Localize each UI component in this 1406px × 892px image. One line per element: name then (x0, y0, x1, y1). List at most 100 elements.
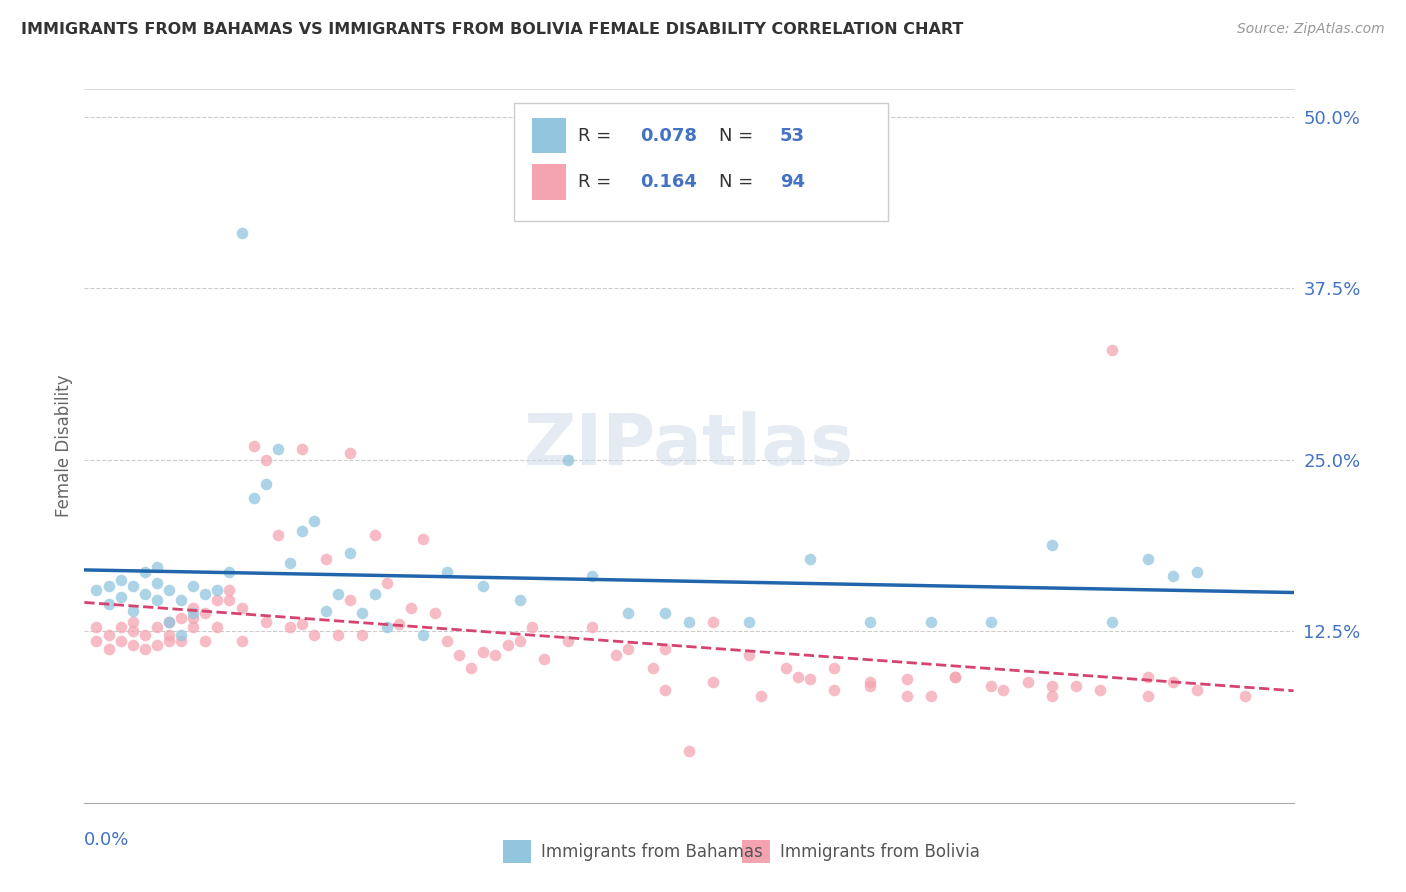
Point (207, 592, 229, 607)
Point (920, 615, 942, 629)
Point (533, 651, 555, 665)
Point (617, 607, 640, 621)
Point (278, 620, 301, 634)
Point (799, 551, 821, 566)
Point (375, 576, 398, 591)
Point (291, 617, 314, 632)
Point (146, 576, 169, 591)
Text: Immigrants from Bolivia: Immigrants from Bolivia (780, 843, 980, 861)
Point (110, 590, 132, 604)
Point (412, 628, 434, 642)
Point (194, 607, 217, 621)
Point (170, 610, 193, 624)
Point (254, 615, 277, 629)
Point (1040, 679, 1063, 693)
Point (557, 633, 579, 648)
Point (617, 642, 640, 657)
Point (738, 648, 761, 662)
Point (1040, 689, 1063, 703)
Point (1101, 343, 1123, 357)
Point (302, 628, 325, 642)
Point (859, 615, 882, 629)
Point (423, 607, 446, 621)
Point (170, 592, 193, 607)
Point (496, 638, 519, 652)
Point (157, 615, 180, 629)
Point (738, 615, 761, 629)
Point (943, 669, 966, 683)
Point (980, 615, 1002, 629)
Point (520, 620, 543, 634)
Point (194, 633, 217, 648)
Point (1161, 569, 1184, 583)
Point (254, 477, 277, 491)
Point (121, 615, 143, 629)
Point (352, 628, 374, 642)
Point (654, 683, 676, 698)
Point (218, 566, 240, 580)
Point (242, 439, 264, 453)
Point (181, 610, 204, 624)
Point (267, 442, 290, 456)
Point (1137, 669, 1160, 683)
Point (134, 566, 156, 580)
Point (181, 579, 204, 593)
Point (1088, 683, 1111, 698)
Point (170, 628, 193, 642)
Point (146, 559, 169, 574)
Point (654, 642, 676, 657)
Point (363, 528, 385, 542)
Point (1137, 551, 1160, 566)
Point (339, 592, 361, 607)
Point (702, 615, 724, 629)
Point (702, 675, 724, 690)
Point (339, 546, 361, 560)
Point (859, 679, 882, 693)
Point (654, 607, 676, 621)
Point (97, 642, 120, 657)
Point (375, 620, 398, 634)
Point (823, 683, 845, 698)
Point (110, 633, 132, 648)
Point (641, 661, 664, 675)
Point (786, 669, 808, 683)
Point (509, 592, 531, 607)
Text: ZIPatlas: ZIPatlas (524, 411, 853, 481)
Point (412, 533, 434, 547)
Text: 0.164: 0.164 (641, 173, 697, 191)
Point (484, 648, 506, 662)
Text: 53: 53 (780, 127, 804, 145)
Point (231, 633, 253, 648)
Point (278, 556, 301, 570)
Point (328, 628, 350, 642)
Point (993, 683, 1015, 698)
Text: N =: N = (720, 173, 759, 191)
Point (97, 597, 120, 611)
Point (134, 628, 156, 642)
Text: N =: N = (720, 127, 759, 145)
Point (1161, 675, 1184, 690)
Bar (531, 118, 565, 153)
Point (218, 583, 240, 598)
Point (460, 661, 482, 675)
Point (207, 620, 229, 634)
Point (1185, 566, 1208, 580)
Point (291, 524, 314, 538)
Point (581, 620, 603, 634)
Point (581, 569, 603, 583)
Point (110, 574, 132, 588)
Point (1234, 689, 1257, 703)
Point (799, 673, 821, 687)
Point (1185, 683, 1208, 698)
Point (194, 587, 217, 601)
Point (121, 638, 143, 652)
Point (678, 615, 700, 629)
Point (157, 615, 180, 629)
Point (388, 617, 411, 632)
Point (859, 675, 882, 690)
Point (291, 442, 314, 456)
Point (146, 620, 169, 634)
Point (86, 633, 108, 648)
Point (751, 689, 773, 703)
Point (352, 607, 374, 621)
